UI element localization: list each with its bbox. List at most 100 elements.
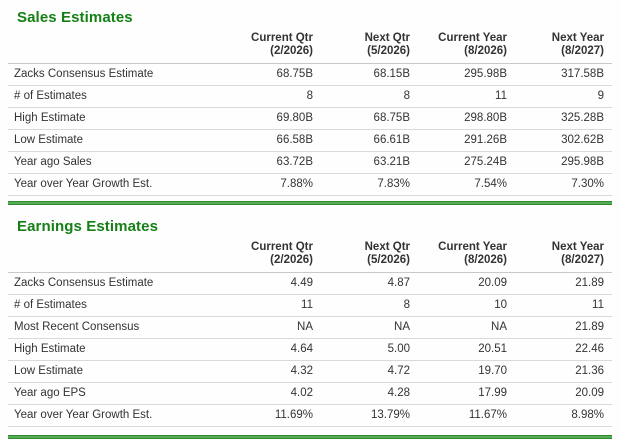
cell-value: 63.21B: [321, 151, 418, 174]
column-header-line2: (5/2026): [367, 254, 410, 266]
table-row: Year over Year Growth Est. 11.69% 13.79%…: [8, 404, 612, 427]
row-label: Zacks Consensus Estimate: [8, 272, 224, 295]
cell-value: 4.72: [321, 360, 418, 383]
cell-value: 9: [515, 85, 612, 108]
cell-value: 8: [321, 85, 418, 108]
table-row: Most Recent Consensus NA NA NA 21.89: [8, 316, 612, 339]
table-row: High Estimate 69.80B 68.75B 298.80B 325.…: [8, 107, 612, 130]
cell-value: 69.80B: [224, 107, 321, 130]
column-header-line2: (8/2027): [561, 45, 604, 57]
cell-value: 66.58B: [224, 129, 321, 152]
column-header-line2: (5/2026): [367, 45, 410, 57]
row-label: Low Estimate: [8, 360, 224, 383]
table-row: Low Estimate 66.58B 66.61B 291.26B 302.6…: [8, 129, 612, 152]
cell-value: 317.58B: [515, 63, 612, 86]
cell-value: 20.09: [515, 382, 612, 405]
earnings-estimates-title: Earnings Estimates: [17, 218, 159, 235]
row-label: Low Estimate: [8, 129, 224, 152]
table-row: Zacks Consensus Estimate 68.75B 68.15B 2…: [8, 63, 612, 86]
row-label: # of Estimates: [8, 85, 224, 108]
cell-value: 7.30%: [515, 173, 612, 196]
cell-value: 302.62B: [515, 129, 612, 152]
cell-value: 22.46: [515, 338, 612, 361]
table-row: Zacks Consensus Estimate 4.49 4.87 20.09…: [8, 272, 612, 295]
cell-value: 21.89: [515, 272, 612, 295]
cell-value: 68.75B: [224, 63, 321, 86]
cell-value: 4.28: [321, 382, 418, 405]
row-label: Year over Year Growth Est.: [8, 173, 224, 196]
column-header-line1: Current Year: [438, 241, 507, 253]
cell-value: 21.89: [515, 316, 612, 339]
column-header-line1: Next Year: [551, 241, 604, 253]
column-header-next-year: Next Year (8/2027): [515, 241, 612, 273]
column-header-current-qtr: Current Qtr (2/2026): [224, 32, 321, 64]
cell-value: 291.26B: [418, 129, 515, 152]
column-header-next-qtr: Next Qtr (5/2026): [321, 241, 418, 273]
cell-value: 68.15B: [321, 63, 418, 86]
cell-value: 7.83%: [321, 173, 418, 196]
cell-value: 11: [418, 85, 515, 108]
column-header-line1: Next Qtr: [364, 32, 410, 44]
cell-value: NA: [321, 316, 418, 339]
table-row: # of Estimates 8 8 11 9: [8, 85, 612, 108]
bottom-divider-bar: [8, 435, 612, 439]
sales-estimates-title: Sales Estimates: [17, 9, 133, 26]
table-row: Year ago Sales 63.72B 63.21B 275.24B 295…: [8, 151, 612, 174]
earnings-section: Earnings Estimates Current Qtr (2/2026) …: [0, 205, 620, 427]
cell-value: 20.09: [418, 272, 515, 295]
estimates-page: Sales Estimates Current Qtr (2/2026) Nex…: [0, 0, 620, 196]
column-header-line1: Current Qtr: [251, 241, 313, 253]
table-row: Year ago EPS 4.02 4.28 17.99 20.09: [8, 382, 612, 405]
cell-value: 4.87: [321, 272, 418, 295]
cell-value: 8: [224, 85, 321, 108]
row-label-header: [8, 32, 224, 64]
column-header-line2: (8/2027): [561, 254, 604, 266]
sales-estimates-table: Current Qtr (2/2026) Next Qtr (5/2026) C…: [8, 32, 612, 196]
cell-value: 13.79%: [321, 404, 418, 427]
column-header-current-year: Current Year (8/2026): [418, 241, 515, 273]
cell-value: 295.98B: [418, 63, 515, 86]
cell-value: 275.24B: [418, 151, 515, 174]
cell-value: NA: [224, 316, 321, 339]
cell-value: 11: [224, 294, 321, 317]
cell-value: 20.51: [418, 338, 515, 361]
column-header-line1: Next Year: [551, 32, 604, 44]
cell-value: 17.99: [418, 382, 515, 405]
cell-value: 325.28B: [515, 107, 612, 130]
cell-value: 21.36: [515, 360, 612, 383]
cell-value: 8: [321, 294, 418, 317]
column-header-current-year: Current Year (8/2026): [418, 32, 515, 64]
cell-value: 19.70: [418, 360, 515, 383]
column-header-next-year: Next Year (8/2027): [515, 32, 612, 64]
column-header-line2: (2/2026): [270, 254, 313, 266]
cell-value: 4.02: [224, 382, 321, 405]
cell-value: 4.49: [224, 272, 321, 295]
cell-value: 4.32: [224, 360, 321, 383]
earnings-header-row: Current Qtr (2/2026) Next Qtr (5/2026) C…: [8, 241, 612, 273]
row-label: High Estimate: [8, 107, 224, 130]
column-header-current-qtr: Current Qtr (2/2026): [224, 241, 321, 273]
row-label: Year over Year Growth Est.: [8, 404, 224, 427]
cell-value: 5.00: [321, 338, 418, 361]
cell-value: 7.54%: [418, 173, 515, 196]
section-divider-bar: [8, 201, 612, 205]
table-row: Year over Year Growth Est. 7.88% 7.83% 7…: [8, 173, 612, 196]
column-header-line1: Next Qtr: [364, 241, 410, 253]
cell-value: 8.98%: [515, 404, 612, 427]
cell-value: 68.75B: [321, 107, 418, 130]
earnings-estimates-table: Current Qtr (2/2026) Next Qtr (5/2026) C…: [8, 241, 612, 427]
table-row: # of Estimates 11 8 10 11: [8, 294, 612, 317]
cell-value: NA: [418, 316, 515, 339]
row-label-header: [8, 241, 224, 273]
cell-value: 63.72B: [224, 151, 321, 174]
row-label: # of Estimates: [8, 294, 224, 317]
cell-value: 11.67%: [418, 404, 515, 427]
cell-value: 298.80B: [418, 107, 515, 130]
row-label: Most Recent Consensus: [8, 316, 224, 339]
table-row: Low Estimate 4.32 4.72 19.70 21.36: [8, 360, 612, 383]
row-label: High Estimate: [8, 338, 224, 361]
table-row: High Estimate 4.64 5.00 20.51 22.46: [8, 338, 612, 361]
column-header-line2: (8/2026): [464, 45, 507, 57]
cell-value: 10: [418, 294, 515, 317]
column-header-next-qtr: Next Qtr (5/2026): [321, 32, 418, 64]
